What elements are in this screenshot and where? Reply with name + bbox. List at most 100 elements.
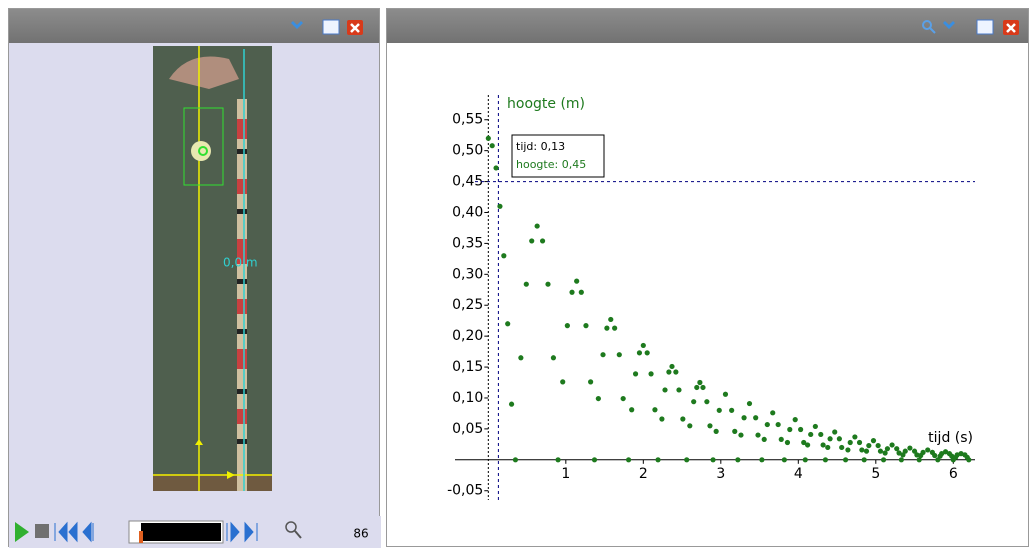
data-point: [741, 415, 747, 421]
y-tick-label: 0,15: [452, 359, 483, 375]
slider-thumb[interactable]: [139, 531, 143, 543]
step-back-button[interactable]: [82, 521, 94, 543]
cursor-y-readout: hoogte: 0,45: [516, 158, 586, 171]
data-point: [680, 416, 686, 422]
data-point: [812, 423, 818, 430]
y-tick-label: 0,30: [452, 266, 483, 282]
data-point: [550, 355, 557, 361]
y-tick-label: 0,05: [452, 421, 483, 437]
ruler-ticks: [237, 149, 247, 444]
data-point: [781, 457, 787, 463]
data-point: [564, 323, 570, 329]
data-point: [775, 421, 781, 428]
data-point: [608, 316, 614, 323]
collapse-button[interactable]: [291, 21, 303, 29]
data-point: [825, 444, 831, 451]
data-point: [694, 384, 700, 391]
zoom-button[interactable]: [285, 521, 297, 533]
data-point: [636, 350, 643, 356]
data-point: [847, 439, 853, 446]
data-point: [591, 457, 598, 463]
header-buttons[interactable]: [291, 19, 363, 35]
data-point: [497, 203, 503, 209]
data-point: [907, 445, 913, 451]
collapse-button[interactable]: [943, 21, 955, 29]
data-point: [942, 449, 949, 455]
data-point: [845, 447, 851, 453]
data-point: [902, 448, 908, 454]
stop-button[interactable]: [35, 524, 49, 538]
data-point: [875, 442, 881, 449]
data-point: [684, 457, 690, 463]
data-point: [616, 352, 622, 358]
data-point: [529, 238, 535, 244]
forward-buttons[interactable]: [226, 521, 258, 543]
data-point: [916, 457, 922, 463]
data-point: [518, 355, 524, 361]
data-point: [925, 447, 931, 453]
data-point: [625, 457, 632, 463]
data-point: [861, 457, 867, 463]
data-point: [889, 442, 895, 448]
y-tick-label: 0,45: [452, 174, 483, 190]
y-tick-label: 0,20: [452, 328, 483, 344]
data-point: [569, 289, 575, 295]
search-button[interactable]: [922, 20, 932, 30]
x-axis-title: tijd (s): [928, 430, 973, 446]
x-tick-label: 6: [949, 466, 958, 482]
zoom-handle: [294, 530, 302, 539]
data-point: [612, 325, 618, 331]
panel-header: [387, 9, 1028, 43]
data-point: [882, 450, 888, 456]
data-point: [820, 442, 826, 448]
data-point: [805, 442, 811, 448]
data-point: [505, 321, 511, 327]
data-point: [877, 448, 884, 454]
data-point: [900, 452, 906, 458]
data-point: [523, 281, 529, 287]
data-point: [827, 436, 833, 442]
header-buttons[interactable]: [387, 9, 1029, 43]
video-panel: 0,0 m 86: [8, 8, 381, 548]
ruler: [237, 99, 247, 491]
data-point: [716, 407, 722, 413]
data-point: [863, 448, 870, 454]
data-point: [932, 452, 938, 459]
data-point: [700, 384, 706, 391]
data-point: [713, 428, 719, 434]
rewind-buttons[interactable]: [54, 521, 78, 543]
cursor-x-readout: tijd: 0,13: [516, 140, 565, 153]
y-tick-label: 0,10: [452, 390, 483, 406]
data-point: [704, 399, 710, 405]
data-point: [839, 444, 845, 451]
data-point: [808, 431, 814, 438]
data-point: [691, 399, 697, 405]
y-axis-title: hoogte (m): [507, 96, 585, 112]
ruler-marks: [237, 119, 247, 424]
y-tick-label: 0,35: [452, 235, 483, 251]
frame-counter: 86: [353, 527, 368, 541]
data-point: [798, 426, 804, 433]
video-view: 0,0 m 86: [9, 19, 381, 548]
data-point: [662, 387, 668, 393]
data-point: [966, 457, 972, 463]
maximize-button[interactable]: [976, 19, 994, 35]
data-point: [595, 395, 601, 402]
panel-header: [9, 9, 379, 43]
play-button[interactable]: [15, 522, 29, 542]
data-point: [859, 447, 865, 453]
data-point: [818, 431, 824, 438]
data-point: [801, 439, 807, 446]
data-point: [600, 352, 606, 358]
y-tick-label: 0,25: [452, 297, 483, 313]
data-point: [894, 446, 900, 452]
y-tick-label: 0,55: [452, 112, 483, 128]
data-point: [676, 387, 682, 393]
data-point: [485, 135, 491, 141]
data-point: [870, 438, 877, 444]
data-point: [738, 432, 744, 438]
data-point: [560, 379, 566, 385]
x-tick-label: 1: [561, 466, 570, 482]
maximize-button[interactable]: [322, 19, 340, 35]
